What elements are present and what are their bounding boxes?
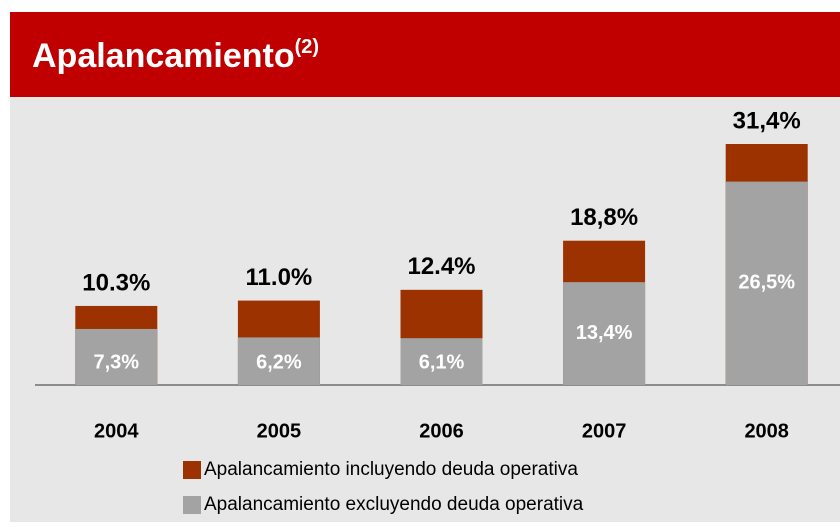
value-label: 6,2% <box>256 351 302 373</box>
bar <box>400 338 483 385</box>
x-tick-label: 2007 <box>582 420 627 442</box>
x-tick-label: 2008 <box>744 420 789 442</box>
total-label: 12.4% <box>407 253 475 280</box>
x-tick-label: 2006 <box>419 420 464 442</box>
total-label: 31,4% <box>733 107 801 134</box>
header-band <box>10 12 840 97</box>
value-label: 7,3% <box>94 351 140 373</box>
value-label: 13,4% <box>576 322 633 344</box>
total-label: 11.0% <box>246 264 313 291</box>
value-label: 26,5% <box>738 272 795 294</box>
legend-label: Apalancamiento excluyendo deuda operativ… <box>204 494 584 515</box>
bar <box>237 337 320 385</box>
bar <box>75 328 158 385</box>
x-tick-label: 2005 <box>257 420 302 442</box>
title-superscript: (2) <box>295 36 319 58</box>
x-tick-label: 2004 <box>94 420 139 442</box>
legend-label: Apalancamiento incluyendo deuda operativ… <box>204 459 578 480</box>
total-label: 10.3% <box>82 269 150 296</box>
chart-title: Apalancamiento(2) <box>32 36 319 75</box>
legend-swatch <box>183 461 201 479</box>
legend-swatch <box>183 496 201 514</box>
title-text: Apalancamiento <box>32 37 295 75</box>
total-label: 18,8% <box>570 204 638 231</box>
value-label: 6,1% <box>419 351 465 373</box>
bar <box>725 181 808 385</box>
bar <box>563 282 646 385</box>
